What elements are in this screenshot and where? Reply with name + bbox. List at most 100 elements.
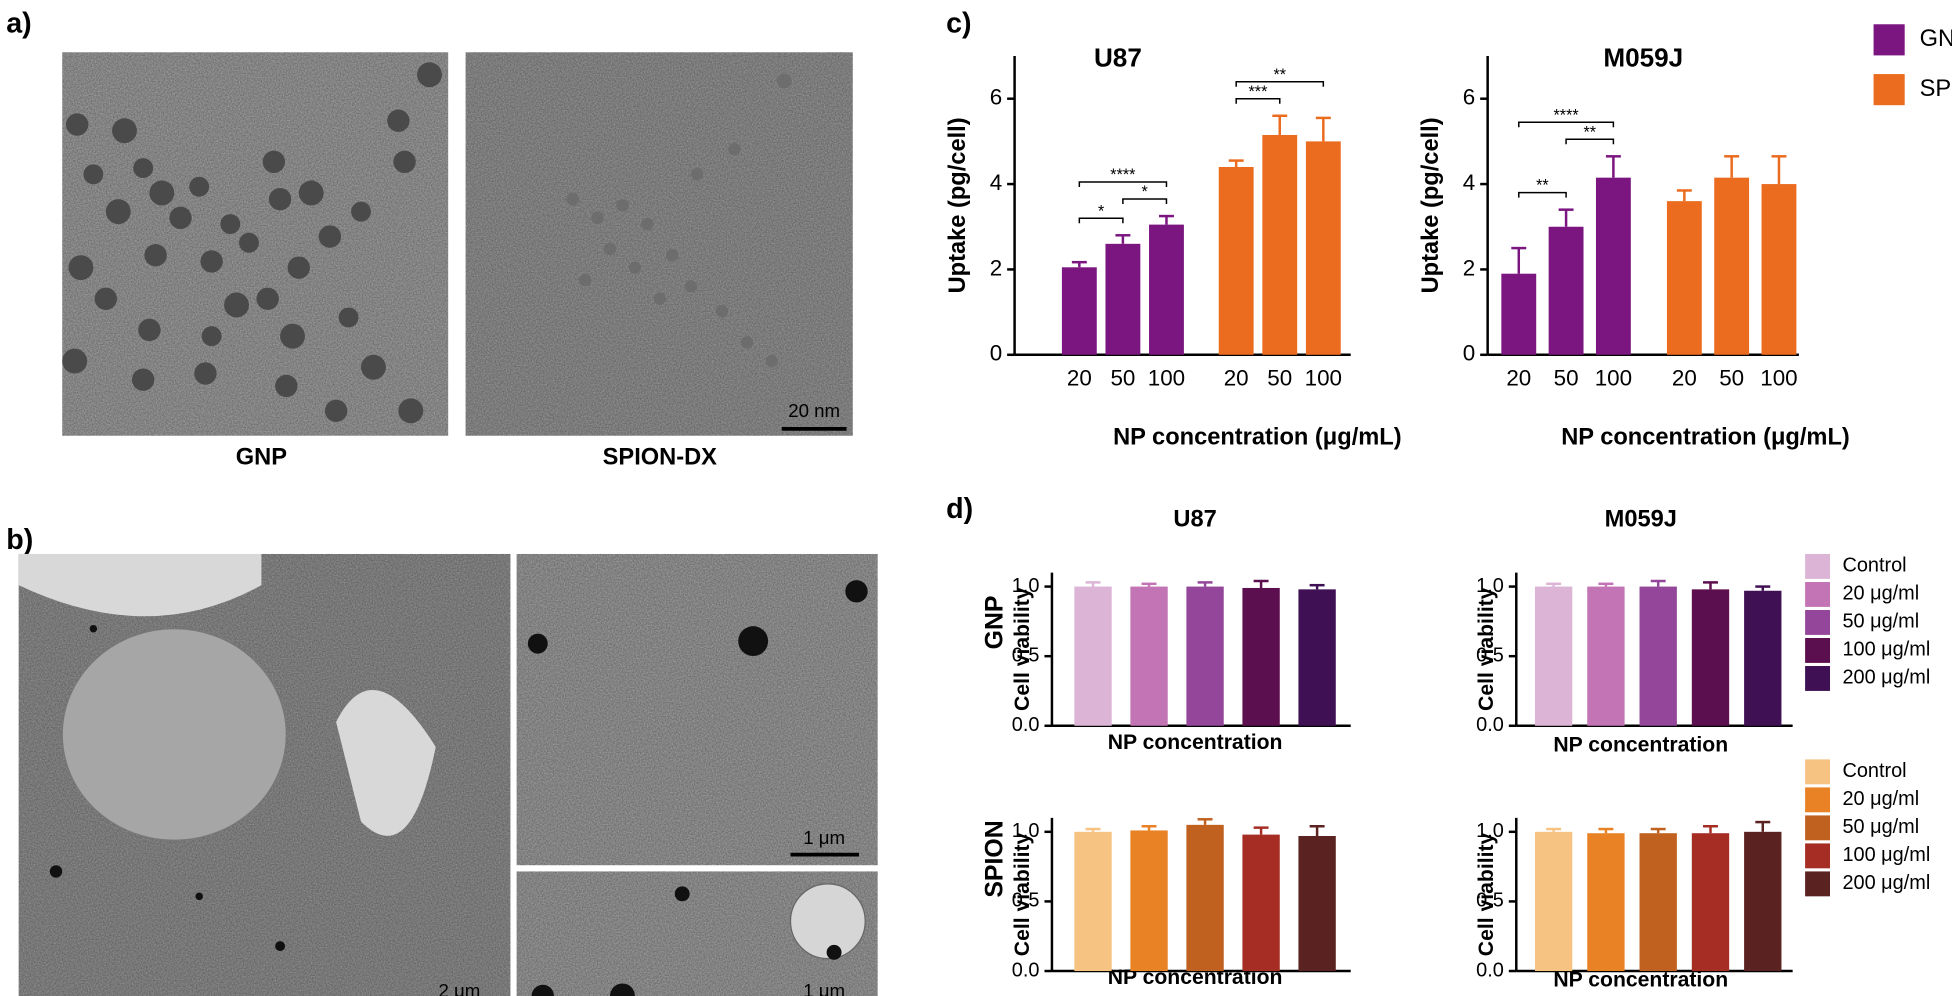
x-axis-label: NP concentration	[1108, 731, 1283, 754]
bar	[1305, 141, 1341, 355]
bar	[1298, 589, 1336, 726]
bar	[1074, 586, 1112, 726]
bar	[1534, 586, 1573, 726]
y-tick-label: 0.0	[1476, 714, 1504, 736]
legend-label: 200 μg/ml	[1842, 872, 1930, 894]
legend-swatch	[1805, 581, 1831, 607]
legend-label: SPION-DX	[1920, 76, 1952, 102]
y-tick-label: 0	[990, 341, 1002, 366]
y-tick-label: 1.0	[1012, 820, 1040, 842]
figure-content: a) b) c) d) 20 nm GNP SPION-DX 2 μm 1 μm	[6, 7, 1952, 996]
bar	[1262, 134, 1298, 355]
y-tick-label: 4	[1463, 170, 1475, 195]
y-tick-label: 2	[990, 255, 1002, 280]
bar	[1587, 586, 1625, 726]
x-tick-label: 50	[1554, 366, 1579, 391]
significance-label: **	[1583, 123, 1596, 141]
significance-bracket	[1078, 181, 1168, 187]
legend-swatch	[1805, 843, 1831, 869]
scale-bar-label: 1 μm	[803, 827, 845, 848]
panel-label: a)	[6, 7, 31, 39]
bar	[1534, 831, 1573, 972]
legend-swatch	[1873, 74, 1905, 106]
x-tick-label: 20	[1672, 366, 1697, 391]
image-caption: GNP	[236, 444, 287, 470]
bar	[1666, 201, 1702, 355]
x-tick-label: 100	[1305, 366, 1342, 391]
legend-swatch	[1805, 610, 1831, 635]
bar	[1691, 833, 1730, 972]
legend-label: 100 μg/ml	[1842, 639, 1930, 661]
y-tick-label: 0.5	[1476, 890, 1504, 912]
x-axis-label: NP concentration	[1553, 969, 1728, 992]
legend-label: 20 μg/ml	[1842, 583, 1919, 605]
chart-title: M059J	[1605, 507, 1677, 533]
bar	[1105, 243, 1141, 355]
x-tick-label: 20	[1224, 366, 1249, 391]
significance-label: ****	[1110, 166, 1136, 184]
y-tick-label: 0.5	[1012, 644, 1040, 666]
micrograph-spion: 20 nm	[465, 52, 853, 436]
chart-title: M059J	[1603, 43, 1683, 73]
row-label: GNP	[980, 595, 1008, 649]
x-tick-label: 100	[1595, 366, 1632, 391]
bar	[1218, 166, 1254, 355]
bar	[1186, 824, 1224, 972]
bar	[1242, 834, 1280, 972]
x-tick-label: 50	[1719, 366, 1744, 391]
bar	[1691, 589, 1730, 726]
significance-label: *	[1098, 202, 1105, 220]
significance-bracket	[1235, 80, 1325, 87]
x-tick-label: 100	[1148, 366, 1185, 391]
y-axis-label: Cell viability	[1011, 833, 1034, 957]
significance-bracket	[1518, 191, 1567, 198]
y-tick-label: 0.0	[1012, 714, 1040, 736]
bar	[1587, 833, 1625, 972]
bar	[1639, 586, 1677, 726]
significance-label: *	[1142, 183, 1149, 201]
micrograph-cell-zoom: 1 μm	[516, 553, 878, 866]
scale-bar-label: 1 μm	[803, 980, 845, 996]
x-tick-label: 20	[1067, 366, 1092, 391]
y-tick-label: 6	[990, 85, 1002, 110]
legend-swatch	[1805, 871, 1831, 897]
y-axis-label: Cell viability	[1011, 587, 1034, 711]
image-caption: SPION-DX	[603, 444, 718, 470]
legend-label: GNP-naked	[1920, 26, 1952, 52]
bar	[1744, 590, 1782, 726]
bar	[1548, 226, 1584, 355]
y-tick-label: 0.5	[1012, 890, 1040, 912]
bar	[1242, 587, 1280, 726]
panel-label: d)	[946, 493, 973, 525]
y-tick-label: 4	[990, 170, 1002, 195]
bar	[1074, 831, 1112, 972]
bar	[1186, 586, 1224, 726]
x-tick-label: 50	[1267, 366, 1292, 391]
bar	[1714, 177, 1750, 355]
chart-title: U87	[1094, 43, 1142, 73]
legend-swatch	[1873, 24, 1905, 56]
legend-swatch	[1805, 759, 1831, 785]
significance-label: **	[1273, 66, 1286, 84]
x-tick-label: 20	[1506, 366, 1531, 391]
y-axis-label: Uptake (pg/cell)	[1418, 117, 1444, 293]
micrograph-gnp	[62, 52, 449, 436]
micrograph-cell: 2 μm	[18, 553, 511, 996]
x-axis-label: NP concentration	[1553, 733, 1728, 756]
legend-label: 100 μg/ml	[1842, 844, 1930, 866]
row-label: SPION	[980, 820, 1008, 897]
significance-label: **	[1536, 177, 1549, 195]
legend-label: 20 μg/ml	[1842, 788, 1919, 810]
bar	[1744, 831, 1782, 972]
significance-bracket	[1235, 97, 1281, 104]
y-tick-label: 1.0	[1476, 575, 1504, 597]
y-tick-label: 0	[1463, 341, 1475, 366]
y-tick-label: 0.5	[1476, 644, 1504, 666]
y-tick-label: 2	[1463, 255, 1475, 280]
bar	[1595, 177, 1631, 355]
significance-bracket	[1122, 198, 1168, 205]
bar	[1639, 833, 1677, 972]
y-tick-label: 0.0	[1012, 959, 1040, 981]
legend-swatch	[1805, 666, 1831, 691]
